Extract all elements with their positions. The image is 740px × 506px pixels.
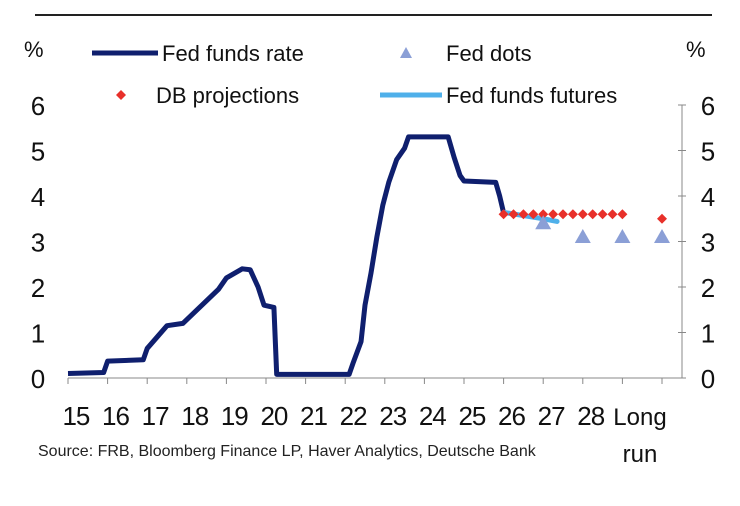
x-tick-label: 18 [181,401,208,431]
y-tick-label-left: 3 [31,228,45,258]
legend-fed-dots-swatch [400,47,412,58]
x-tick-label: Long [613,404,666,431]
y-tick-label-left: 6 [31,91,45,121]
db-projection-point [538,209,549,220]
y-tick-label-right: 1 [701,319,715,349]
y-tick-label-left: 1 [31,319,45,349]
db-projection-point [577,209,588,220]
y-tick-label-left: 0 [31,364,45,394]
x-tick-label: 28 [577,401,604,431]
legend-fed-dots: Fed dots [446,41,532,66]
x-tick-label: 26 [498,401,525,431]
y-tick-label-right: 0 [701,364,715,394]
db-projection-point [567,209,578,220]
y-tick-label-right: 3 [701,228,715,258]
db-projection-point [548,209,559,220]
y-tick-label-right: 6 [701,91,715,121]
db-projection-point [617,209,628,220]
x-tick-label: 15 [62,401,89,431]
y-axis-label-right: % [686,37,706,62]
db-projection-point [508,209,519,220]
fed-dot-point [614,228,631,243]
legend-db-projections: DB projections [156,83,299,108]
x-tick-label: 19 [221,401,248,431]
x-tick-label: 23 [379,401,406,431]
x-tick-label: run [623,441,658,468]
y-tick-label-left: 5 [31,137,45,167]
x-tick-label: 17 [142,401,169,431]
x-tick-label: 21 [300,401,327,431]
y-tick-label-right: 5 [701,137,715,167]
legend-fed-funds-futures: Fed funds futures [446,83,617,108]
db-projection-point [657,213,667,224]
y-axis-label-left: % [24,37,44,62]
fed-dot-point [654,228,670,243]
fed-dot-point [574,228,591,243]
db-projection-point [498,209,509,220]
x-tick-label: 25 [458,401,485,431]
x-tick-label: 27 [538,401,565,431]
db-projection-point [607,209,618,220]
db-projection-point [597,209,608,220]
legend-fed-funds-rate: Fed funds rate [162,41,304,66]
db-projection-point [518,209,529,220]
db-projection-point [558,209,568,220]
fed-dot-point [535,215,552,230]
y-tick-label-left: 4 [31,182,45,212]
x-tick-label: 20 [260,401,287,431]
x-tick-label: 22 [340,401,367,431]
db-projection-point [528,209,539,220]
series-fed-funds-rate [67,134,507,377]
legend-db-projections-swatch [116,90,126,100]
y-tick-label-right: 2 [701,273,715,303]
y-tick-label-left: 2 [31,273,45,303]
source-note: Source: FRB, Bloomberg Finance LP, Haver… [38,443,536,460]
db-projection-point [587,209,598,220]
x-tick-label: 16 [102,401,129,431]
y-tick-label-right: 4 [701,182,715,212]
x-tick-label: 24 [419,401,446,431]
